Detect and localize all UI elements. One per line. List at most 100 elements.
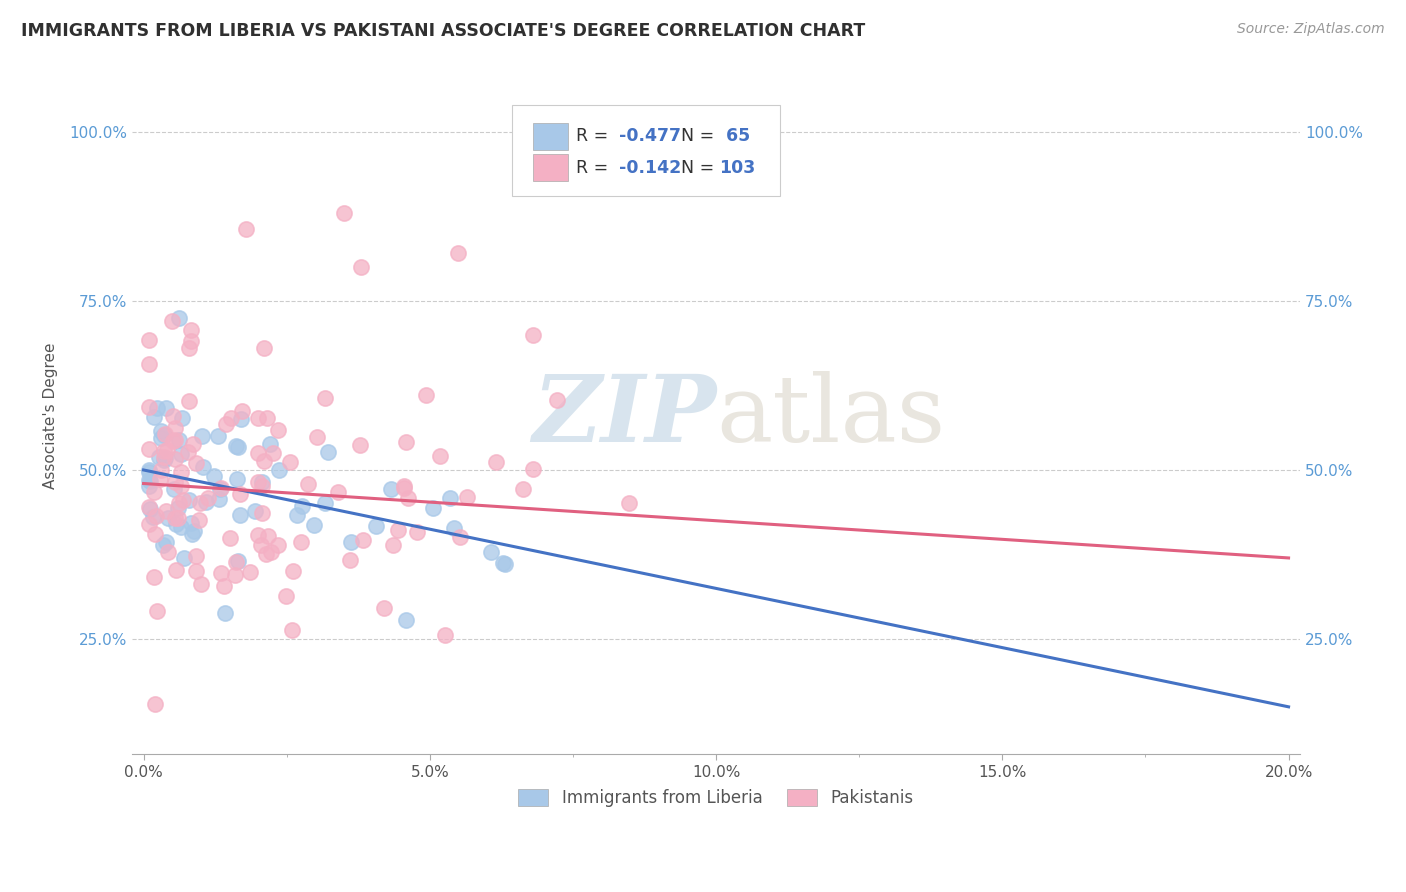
- Point: [253, 454, 276, 468]
- Point: [340, 535, 363, 549]
- Point: [190, 577, 212, 591]
- Point: [143, 526, 166, 541]
- FancyBboxPatch shape: [533, 154, 568, 181]
- Point: [246, 475, 269, 489]
- Point: [173, 550, 195, 565]
- Point: [167, 496, 190, 510]
- Point: [166, 510, 188, 524]
- Point: [143, 570, 166, 584]
- Point: [314, 496, 336, 510]
- Text: Source: ZipAtlas.com: Source: ZipAtlas.com: [1237, 22, 1385, 37]
- Point: [281, 623, 304, 637]
- Point: [138, 479, 160, 493]
- Text: 65: 65: [720, 127, 749, 145]
- Point: [150, 463, 173, 477]
- Point: [364, 519, 387, 533]
- Point: [145, 509, 167, 524]
- Point: [439, 491, 461, 505]
- Point: [166, 501, 188, 516]
- Text: -0.477: -0.477: [619, 127, 681, 145]
- Point: [226, 441, 249, 455]
- Point: [142, 484, 165, 499]
- Point: [333, 206, 356, 220]
- Point: [138, 358, 160, 372]
- Point: [193, 460, 215, 475]
- Point: [170, 520, 193, 534]
- Point: [447, 246, 470, 260]
- Point: [146, 604, 169, 618]
- Point: [153, 450, 176, 465]
- Point: [259, 437, 281, 451]
- Point: [177, 393, 200, 408]
- Point: [177, 492, 200, 507]
- Point: [170, 478, 193, 492]
- Point: [148, 450, 170, 464]
- Point: [267, 537, 290, 551]
- Point: [380, 482, 402, 496]
- Point: [146, 401, 169, 415]
- Point: [278, 455, 301, 469]
- Legend: Immigrants from Liberia, Pakistanis: Immigrants from Liberia, Pakistanis: [512, 782, 921, 814]
- Point: [224, 567, 246, 582]
- Point: [352, 533, 374, 547]
- Point: [291, 499, 314, 513]
- Point: [138, 473, 160, 487]
- Point: [396, 491, 419, 505]
- Point: [209, 566, 232, 580]
- Point: [163, 420, 186, 434]
- Point: [422, 501, 444, 516]
- Point: [162, 434, 184, 449]
- Point: [226, 472, 249, 486]
- Point: [250, 506, 273, 520]
- Point: [155, 426, 177, 441]
- Point: [221, 410, 243, 425]
- Point: [257, 529, 280, 543]
- Text: R =: R =: [576, 160, 613, 178]
- Point: [165, 563, 187, 577]
- Point: [546, 392, 568, 407]
- Point: [163, 482, 186, 496]
- Point: [155, 401, 177, 416]
- Point: [387, 523, 409, 537]
- Point: [406, 524, 429, 539]
- Point: [138, 474, 160, 488]
- Text: N =: N =: [681, 160, 720, 178]
- Text: atlas: atlas: [716, 371, 945, 461]
- Point: [225, 556, 247, 570]
- Point: [186, 564, 208, 578]
- Point: [188, 514, 211, 528]
- Point: [254, 547, 277, 561]
- Point: [247, 410, 270, 425]
- Point: [305, 430, 328, 444]
- Point: [297, 476, 319, 491]
- Point: [180, 334, 202, 349]
- Point: [619, 496, 641, 510]
- Point: [167, 310, 190, 325]
- Point: [214, 606, 236, 620]
- Point: [429, 450, 451, 464]
- Point: [209, 481, 232, 495]
- Point: [138, 500, 160, 514]
- Y-axis label: Associate's Degree: Associate's Degree: [44, 343, 58, 489]
- Point: [150, 431, 173, 445]
- Point: [281, 564, 304, 578]
- Point: [155, 535, 177, 549]
- Point: [252, 479, 274, 493]
- FancyBboxPatch shape: [512, 104, 780, 196]
- Point: [170, 466, 193, 480]
- Point: [150, 424, 173, 438]
- Point: [188, 496, 211, 510]
- Point: [143, 410, 166, 425]
- Point: [191, 429, 214, 443]
- Point: [285, 508, 308, 523]
- Point: [181, 437, 204, 451]
- Point: [512, 482, 534, 496]
- Point: [276, 589, 298, 603]
- Text: N =: N =: [681, 127, 720, 145]
- Point: [392, 481, 415, 495]
- Point: [163, 511, 186, 525]
- Point: [165, 452, 187, 467]
- Point: [349, 438, 371, 452]
- Point: [225, 439, 247, 453]
- Point: [339, 553, 361, 567]
